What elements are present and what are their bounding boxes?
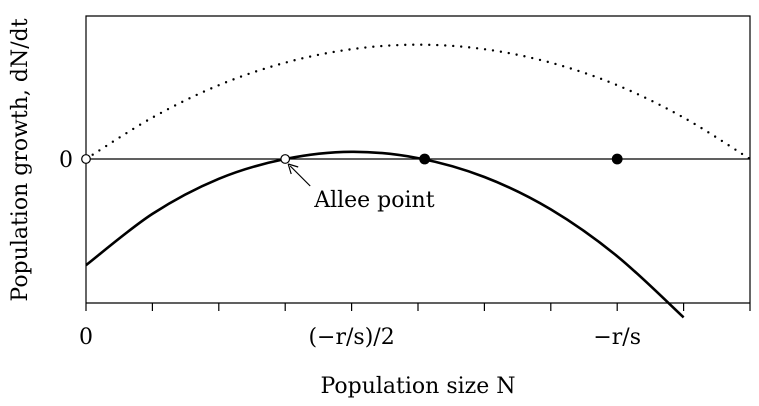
series-group — [86, 43, 750, 319]
tick-labels: 0 (−r/s)/2 −r/s 0 — [59, 148, 641, 350]
stable-point — [419, 153, 431, 165]
x-tick-label: −r/s — [593, 325, 641, 350]
x-ticks — [85, 303, 751, 311]
series-solid-line — [86, 150, 685, 319]
unstable-point — [81, 154, 91, 164]
y-tick-label: 0 — [59, 148, 73, 173]
annotations-group: Allee point — [287, 163, 435, 213]
stable-point — [611, 153, 623, 165]
x-tick-label: 0 — [79, 325, 93, 350]
annotation-arrowhead — [287, 163, 299, 175]
points-group — [81, 153, 623, 165]
series-dotted-line — [86, 43, 750, 161]
annotation-arrow — [289, 165, 311, 187]
unstable-point — [280, 154, 291, 164]
annotation-label: Allee point — [313, 188, 435, 213]
x-axis-label: Population size N — [320, 374, 515, 399]
x-tick-label: (−r/s)/2 — [308, 325, 394, 350]
y-axis-label: Population growth, dN/dt — [8, 18, 33, 301]
